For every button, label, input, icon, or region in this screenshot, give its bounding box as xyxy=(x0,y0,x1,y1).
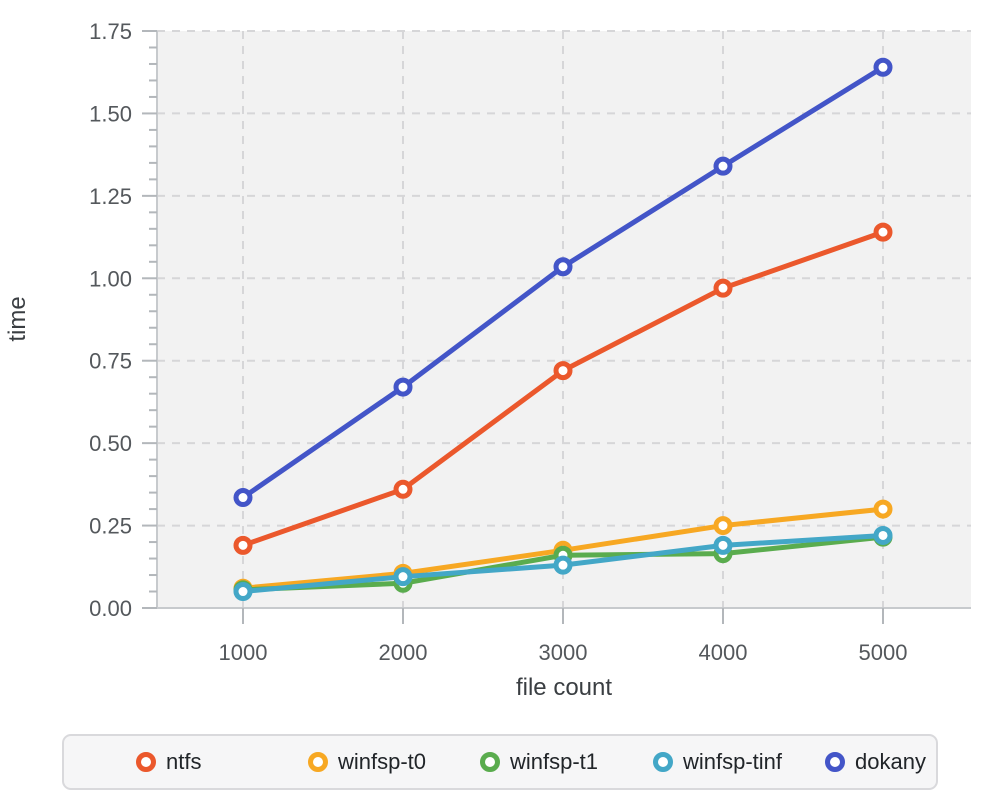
y-tick-label: 1.00 xyxy=(89,266,132,291)
legend-label: dokany xyxy=(855,749,926,774)
data-point-ntfs xyxy=(233,535,253,555)
data-point-dokany xyxy=(393,377,413,397)
legend-item-winfsp-tinf: winfsp-tinf xyxy=(653,736,782,788)
x-tick-label: 4000 xyxy=(699,640,748,665)
data-point-dokany xyxy=(553,257,573,277)
data-point-ntfs xyxy=(393,479,413,499)
y-tick-label: 1.75 xyxy=(89,19,132,44)
data-point-winfsp-tinf xyxy=(873,525,893,545)
data-point-dokany xyxy=(873,57,893,77)
winfsp-t1-marker-icon xyxy=(480,752,500,772)
y-tick-label: 0.75 xyxy=(89,349,132,374)
data-point-winfsp-tinf xyxy=(393,567,413,587)
legend-label: ntfs xyxy=(166,749,202,774)
legend-label: winfsp-tinf xyxy=(683,749,783,774)
data-point-winfsp-t0 xyxy=(873,499,893,519)
data-point-winfsp-tinf xyxy=(233,582,253,602)
x-axis-title: file count xyxy=(516,674,612,701)
winfsp-tinf-marker-icon xyxy=(653,752,673,772)
y-tick-label: 1.25 xyxy=(89,184,132,209)
legend-item-ntfs: ntfs xyxy=(136,736,201,788)
x-tick-label: 1000 xyxy=(219,640,268,665)
y-tick-label: 0.50 xyxy=(89,431,132,456)
legend-label: winfsp-t1 xyxy=(510,749,599,774)
x-tick-label: 5000 xyxy=(859,640,908,665)
legend: ntfs winfsp-t0 winfsp-t1 winfsp-tinf dok… xyxy=(62,734,938,790)
y-tick-label: 0.00 xyxy=(89,596,132,621)
winfsp-t0-marker-icon xyxy=(308,752,328,772)
y-tick-label: 0.25 xyxy=(89,514,132,539)
y-tick-label: 1.50 xyxy=(89,101,132,126)
chart-svg: 0.00 0.25 0.50 0.75 1.00 1.25 1.50 1.75 1000 2000… xyxy=(4,19,971,701)
legend-item-dokany: dokany xyxy=(825,736,926,788)
legend-item-winfsp-t1: winfsp-t1 xyxy=(480,736,598,788)
data-point-ntfs xyxy=(553,361,573,381)
legend-label: winfsp-t0 xyxy=(338,749,427,774)
x-tick-label: 2000 xyxy=(379,640,428,665)
ntfs-marker-icon xyxy=(136,752,156,772)
y-axis-title: time xyxy=(4,296,31,341)
data-point-ntfs xyxy=(873,222,893,242)
data-point-winfsp-t0 xyxy=(713,516,733,536)
legend-item-winfsp-t0: winfsp-t0 xyxy=(308,736,426,788)
data-point-dokany xyxy=(713,156,733,176)
data-point-winfsp-tinf xyxy=(553,555,573,575)
dokany-marker-icon xyxy=(825,752,845,772)
data-point-dokany xyxy=(233,488,253,508)
data-point-winfsp-tinf xyxy=(713,535,733,555)
x-tick-label: 3000 xyxy=(539,640,588,665)
data-point-ntfs xyxy=(713,278,733,298)
